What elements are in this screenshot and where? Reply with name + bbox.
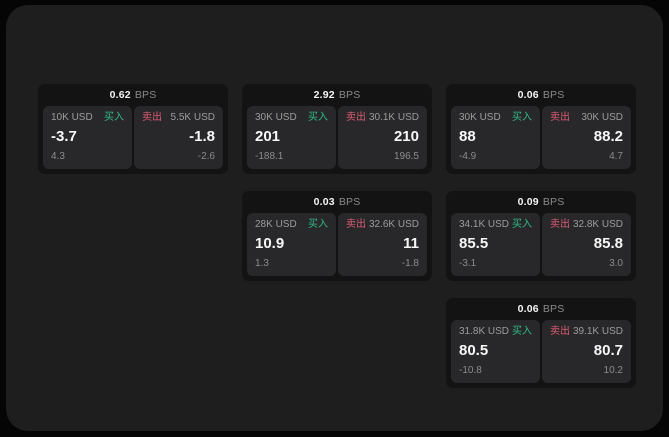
sell-delta: 3.0 [609,258,623,269]
buy-delta: -10.8 [459,365,482,376]
sell-side-label: 卖出 [550,219,570,230]
buy-side-label: 买入 [308,112,328,123]
bps-unit: BPS [542,303,565,315]
buy-delta: -4.9 [459,151,477,162]
buy-delta: -188.1 [255,151,284,162]
bps-unit: BPS [134,89,157,101]
bps-value: 0.06 [517,303,539,315]
bps-unit: BPS [338,89,361,101]
sell-price: 88.2 [593,128,623,145]
buy-panel[interactable]: 30K USD 买入 201 -188.1 [247,106,336,169]
buy-price: 80.5 [459,342,489,359]
sell-side-label: 卖出 [550,326,570,337]
bps-unit: BPS [542,196,565,208]
buy-amount: 30K USD [255,112,297,123]
sell-delta: 10.2 [603,365,623,376]
buy-delta: -3.1 [459,258,477,269]
bps-header: 2.92 BPS [247,84,427,106]
buy-price: 88 [459,128,476,145]
buy-side-label: 买入 [104,112,124,123]
buy-price: -3.7 [51,128,77,145]
buy-delta: 1.3 [255,258,269,269]
sell-side-label: 卖出 [142,112,162,123]
quote-card: 2.92 BPS 30K USD 买入 201 -188.1 卖出 30.1K … [242,84,432,174]
buy-side-label: 买入 [512,219,532,230]
sell-side-label: 卖出 [346,219,366,230]
buy-amount: 34.1K USD [459,219,510,230]
buy-price: 201 [255,128,281,145]
quote-cards-grid: 0.62 BPS 10K USD 买入 -3.7 4.3 卖出 5.5K USD [38,84,636,388]
sell-delta: 196.5 [393,151,419,162]
bps-value: 0.03 [313,196,335,208]
bps-value: 0.62 [109,89,131,101]
sell-panel[interactable]: 卖出 39.1K USD 80.7 10.2 [542,320,631,383]
buy-panel[interactable]: 34.1K USD 买入 85.5 -3.1 [451,213,540,276]
sell-price: 210 [393,128,419,145]
bps-unit: BPS [338,196,361,208]
sell-price: -1.8 [189,128,215,145]
sell-delta: -2.6 [197,151,215,162]
buy-panel[interactable]: 10K USD 买入 -3.7 4.3 [43,106,132,169]
sell-amount: 30.1K USD [368,112,419,123]
bps-header: 0.06 BPS [451,298,631,320]
buy-amount: 30K USD [459,112,501,123]
buy-amount: 10K USD [51,112,93,123]
sell-amount: 32.6K USD [368,219,419,230]
sell-panel[interactable]: 卖出 32.6K USD 11 -1.8 [338,213,427,276]
sell-panel[interactable]: 卖出 30.1K USD 210 196.5 [338,106,427,169]
buy-panel[interactable]: 31.8K USD 买入 80.5 -10.8 [451,320,540,383]
buy-panel[interactable]: 28K USD 买入 10.9 1.3 [247,213,336,276]
sell-amount: 32.8K USD [572,219,623,230]
buy-delta: 4.3 [51,151,65,162]
sell-price: 80.7 [593,342,623,359]
bps-header: 0.03 BPS [247,191,427,213]
buy-price: 85.5 [459,235,489,252]
bps-header: 0.09 BPS [451,191,631,213]
bps-value: 0.09 [517,196,539,208]
sell-price: 85.8 [593,235,623,252]
buy-amount: 28K USD [255,219,297,230]
sell-delta: 4.7 [609,151,623,162]
sell-panel[interactable]: 卖出 32.8K USD 85.8 3.0 [542,213,631,276]
sell-delta: -1.8 [401,258,419,269]
sell-panel[interactable]: 卖出 30K USD 88.2 4.7 [542,106,631,169]
quote-card: 0.03 BPS 28K USD 买入 10.9 1.3 卖出 32.6K US… [242,191,432,281]
bps-unit: BPS [542,89,565,101]
bps-header: 0.06 BPS [451,84,631,106]
bps-value: 2.92 [313,89,335,101]
sell-price: 11 [403,235,419,252]
quote-card: 0.06 BPS 30K USD 买入 88 -4.9 卖出 30K USD [446,84,636,174]
buy-side-label: 买入 [308,219,328,230]
buy-price: 10.9 [255,235,285,252]
buy-side-label: 买入 [512,112,532,123]
quote-card: 0.06 BPS 31.8K USD 买入 80.5 -10.8 卖出 39.1… [446,298,636,388]
quote-card: 0.09 BPS 34.1K USD 买入 85.5 -3.1 卖出 32.8K… [446,191,636,281]
buy-panel[interactable]: 30K USD 买入 88 -4.9 [451,106,540,169]
sell-amount: 30K USD [581,112,623,123]
sell-panel[interactable]: 卖出 5.5K USD -1.8 -2.6 [134,106,223,169]
sell-side-label: 卖出 [346,112,366,123]
sell-amount: 39.1K USD [572,326,623,337]
quote-card: 0.62 BPS 10K USD 买入 -3.7 4.3 卖出 5.5K USD [38,84,228,174]
buy-side-label: 买入 [512,326,532,337]
main-panel: 0.62 BPS 10K USD 买入 -3.7 4.3 卖出 5.5K USD [6,5,663,431]
sell-amount: 5.5K USD [170,112,215,123]
bps-value: 0.06 [517,89,539,101]
buy-amount: 31.8K USD [459,326,510,337]
sell-side-label: 卖出 [550,112,570,123]
bps-header: 0.62 BPS [43,84,223,106]
